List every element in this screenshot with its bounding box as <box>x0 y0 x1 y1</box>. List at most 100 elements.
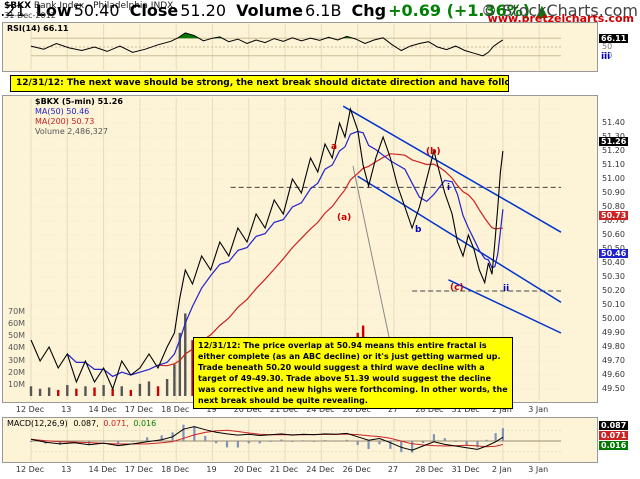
date-axis-label: 20 Dec <box>233 405 262 414</box>
date-axis-label: 12 Dec <box>15 405 45 414</box>
rsi-legend-value: 66.11 <box>43 24 69 33</box>
legend-volume: Volume 2,486,327 <box>35 127 109 136</box>
wave-label: (c) <box>450 283 464 293</box>
chart-date: 31-Dec-2012 <box>4 11 56 20</box>
rsi-axis-label: 50 <box>602 42 613 51</box>
date-axis-label: 28 Dec <box>415 465 444 474</box>
legend-symbol: $BKX (5-min) 51.26 <box>35 97 123 106</box>
volume-value: 6.1B <box>305 1 342 20</box>
legend-ma50: MA(50) 50.46 <box>35 107 90 116</box>
price-axis-label: 50.80 <box>602 202 625 211</box>
price-axis-label: 51.00 <box>602 174 625 183</box>
date-axis-label: 14 Dec <box>88 465 117 474</box>
macd-plot <box>29 419 561 461</box>
axis-badge: 0.087 <box>599 421 629 430</box>
price-axis-label: 50.40 <box>602 258 625 267</box>
macd-signal-value: 0.071, <box>103 419 129 428</box>
price-axis-label: 50.90 <box>602 188 625 197</box>
price-axis-label: 49.60 <box>602 370 625 379</box>
date-axis-label: 31 Dec <box>451 405 480 414</box>
price-axis-label: 51.40 <box>602 118 625 127</box>
date-axis-label: 17 Dec <box>124 465 153 474</box>
chg-value: +0.69 (+1.36%) ▲ <box>388 1 548 20</box>
price-axis-label: 50.20 <box>602 286 625 295</box>
date-axis-top: 12 Dec 13 14 Dec 17 Dec 18 Dec 19 20 Dec 21 Dec… <box>0 404 640 416</box>
high-value: 51.21 <box>0 1 26 20</box>
chart-header: $BKX Bank Index - Philadelphia INDX <box>4 1 636 12</box>
legend-ma200: MA(200) 50.73 <box>35 117 95 126</box>
axis-badge: 0.016 <box>599 441 629 450</box>
volume-axis-label: 30M <box>8 355 26 365</box>
axis-badge: 66.11 <box>599 33 629 43</box>
date-axis-label: 12 Dec <box>15 465 45 474</box>
chg-label: Chg <box>351 1 387 20</box>
date-axis-label: 20 Dec <box>233 465 262 474</box>
date-axis-label: 14 Dec <box>88 405 117 414</box>
right-axis-column: 51.40 51.30 51.20 51.10 51.00 50.90 50.80 50.70… <box>598 0 640 479</box>
date-axis-label: 17 Dec <box>124 405 153 414</box>
volume-axis-label: 40M <box>8 343 26 353</box>
date-axis-label: 28 Dec <box>415 405 444 414</box>
macd-legend: MACD(12,26,9) 0.087, 0.071, 0.016 <box>7 419 156 428</box>
date-axis-label: 19 <box>206 405 217 414</box>
wave-label: a <box>331 142 338 152</box>
date-axis-label: 27 <box>387 465 399 474</box>
close-label: Close <box>129 1 179 20</box>
date-axis-label: 3 Jan <box>528 465 549 474</box>
axis-badge: 50.73 <box>599 210 629 220</box>
date-axis-label: 21 Dec <box>269 405 299 414</box>
axis-badge: 51.26 <box>599 136 629 146</box>
analysis-note: 12/31/12: The price overlap at 50.94 mea… <box>193 337 513 409</box>
low-value: 50.40 <box>73 1 120 20</box>
chart-title: Bank Index - Philadelphia INDX <box>31 1 174 11</box>
volume-axis-label: 10M <box>8 379 26 389</box>
macd-indicator-panel: MACD(12,26,9) 0.087, 0.071, 0.016 <box>2 417 598 463</box>
close-value: 51.20 <box>180 1 227 20</box>
rsi-legend-name: RSI(14) <box>7 24 41 33</box>
wave-label: (b) <box>426 147 441 157</box>
price-axis-label: 51.10 <box>602 160 625 169</box>
date-axis-label: 24 Dec <box>306 405 335 414</box>
wave-label: ii <box>503 284 510 294</box>
date-axis-bottom: 12 Dec 13 14 Dec 17 Dec 18 Dec 19 20 Dec 21 Dec… <box>0 464 640 476</box>
volume-axis-label: 60M <box>8 319 26 329</box>
wave-label: i <box>447 183 451 193</box>
rsi-plot <box>30 24 561 70</box>
date-axis-label: 26 Dec <box>342 405 371 414</box>
price-axis-label: 50.50 <box>602 244 625 253</box>
chart-subheader: 31-Dec-2012 www.pretzelcharts.com <box>4 11 636 25</box>
price-panel: $BKX (5-min) 51.26 MA(50) 50.46 MA(200) … <box>2 95 598 409</box>
date-axis-label: 18 Dec <box>161 405 190 414</box>
wave-label: b <box>415 225 422 235</box>
wave-label: (a) <box>337 213 352 223</box>
price-axis-label: 49.70 <box>602 356 625 365</box>
macd-value: 0.087, <box>73 419 99 428</box>
price-axis-label: 50.00 <box>602 314 625 323</box>
date-axis-label: 26 Dec <box>342 465 371 474</box>
date-axis-label: 3 Jan <box>528 405 549 414</box>
pretzelcharts-watermark: www.pretzelcharts.com <box>487 12 634 25</box>
date-axis-label: 19 <box>206 465 217 474</box>
date-axis-label: 13 <box>61 465 72 474</box>
price-axis-label: 50.60 <box>602 230 625 239</box>
price-legend: $BKX (5-min) 51.26 MA(50) 50.46 MA(200) … <box>35 97 123 137</box>
date-axis-label: 2 Jan <box>491 405 512 414</box>
date-axis-label: 27 <box>387 405 399 414</box>
date-axis-label: 2 Jan <box>491 465 512 474</box>
symbol: $BKX <box>4 1 32 11</box>
macd-legend-name: MACD(12,26,9) <box>7 419 68 428</box>
volume-axis-label: 50M <box>8 331 26 341</box>
price-axis-label: 51.20 <box>602 146 625 155</box>
price-axis-label: 50.70 <box>602 216 625 225</box>
volume-axis-label: 20M <box>8 367 26 377</box>
macd-histogram-value: 0.016 <box>133 419 157 428</box>
price-axis-label: 50.30 <box>602 272 625 281</box>
top-annotation-banner: 12/31/12: The next wave should be strong… <box>10 75 509 92</box>
volume-label: Volume <box>236 1 304 20</box>
volume-axis-label: 70M <box>8 307 26 316</box>
rsi-axis-label: 30 <box>602 50 613 60</box>
date-axis-label: 13 <box>61 405 72 414</box>
price-axis-label: 49.90 <box>602 328 625 337</box>
